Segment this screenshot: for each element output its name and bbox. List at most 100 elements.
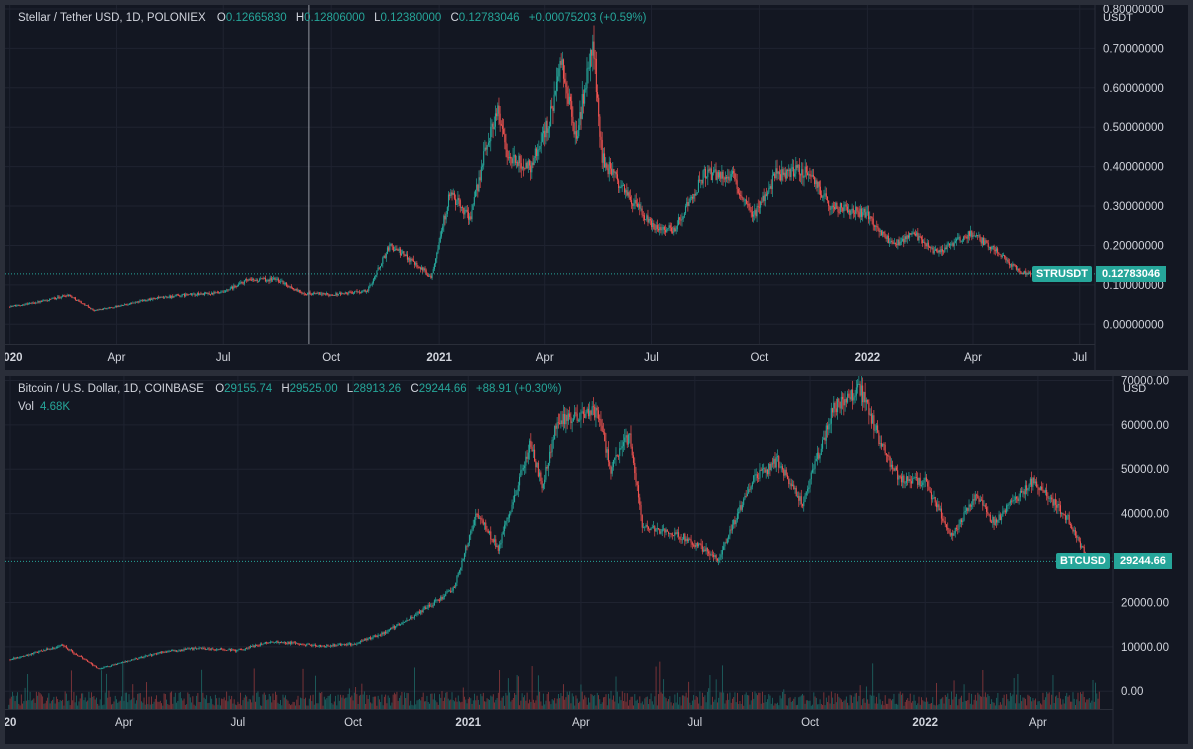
xlm-candle-body-33 bbox=[47, 300, 49, 302]
btc-candle-body-292 bbox=[375, 635, 377, 637]
xlm-candle-body-505 bbox=[601, 139, 603, 163]
btc-volume-bar-58 bbox=[80, 693, 82, 709]
btc-candle-body-795 bbox=[1004, 510, 1006, 513]
btc-volume-bar-695 bbox=[878, 693, 880, 709]
xlm-candle-body-342 bbox=[410, 258, 412, 262]
btc-volume-bar-352 bbox=[449, 700, 450, 709]
xlm-candle-body-348 bbox=[417, 266, 419, 268]
btc-volume-bar-57 bbox=[79, 698, 81, 709]
xlm-candle-body-210 bbox=[255, 279, 257, 281]
xlm-candle-body-608 bbox=[722, 171, 724, 179]
btc-volume-bar-641 bbox=[810, 705, 812, 709]
xlm-candle-body-812 bbox=[961, 240, 963, 242]
btc-volume-bar-222 bbox=[286, 699, 288, 709]
btc-candle-body-603 bbox=[764, 468, 766, 473]
xlm-candle-body-692 bbox=[821, 194, 823, 198]
xlm-change-value: +0.00075203 (+0.59%) bbox=[528, 12, 647, 24]
xlm-candle-body-34 bbox=[49, 298, 51, 301]
xlm-candle-body-383 bbox=[458, 198, 460, 201]
btc-candle-body-118 bbox=[157, 653, 159, 655]
btc-candle-body-697 bbox=[882, 444, 884, 447]
xlm-candle-body-563 bbox=[669, 225, 671, 228]
btc-volume-bar-631 bbox=[798, 697, 800, 709]
btc-candle-body-479 bbox=[609, 461, 611, 466]
btc-candle-body-698 bbox=[883, 444, 885, 445]
btc-candle-body-353 bbox=[451, 590, 453, 593]
btc-candle-body-825 bbox=[1042, 489, 1044, 492]
btc-volume-bar-441 bbox=[560, 693, 562, 709]
btc-candle-body-34 bbox=[52, 647, 54, 649]
btc-candle-body-103 bbox=[138, 657, 140, 659]
btc-volume-bar-105 bbox=[139, 693, 141, 709]
btc-candle-body-445 bbox=[566, 414, 568, 421]
btc-volume-bar-853 bbox=[1076, 699, 1078, 709]
btc-volume-bar-214 bbox=[276, 694, 278, 709]
xlm-chart-svg[interactable]: 0.800000000.700000000.600000000.50000000… bbox=[5, 5, 1188, 370]
btc-candle-body-606 bbox=[768, 463, 770, 475]
xlm-candle-body-192 bbox=[234, 285, 236, 287]
btc-candle-body-188 bbox=[244, 648, 246, 650]
xlm-candle-body-770 bbox=[912, 232, 914, 234]
xlm-candle-body-560 bbox=[666, 229, 668, 233]
btc-candle-body-149 bbox=[196, 648, 198, 650]
btc-volume-bar-339 bbox=[432, 699, 434, 709]
xlm-candle-body-4 bbox=[13, 305, 15, 306]
xlm-candle-body-831 bbox=[984, 240, 986, 246]
btc-candle-body-487 bbox=[619, 448, 621, 456]
xlm-candle-body-68 bbox=[88, 307, 91, 308]
btc-candle-body-833 bbox=[1052, 499, 1054, 506]
btc-candle-body-741 bbox=[937, 504, 939, 508]
xlm-candle-body-455 bbox=[542, 130, 545, 134]
btc-y-tick-label-2: 50000.00 bbox=[1121, 464, 1169, 476]
xlm-candle-body-422 bbox=[504, 134, 506, 143]
btc-candle-body-690 bbox=[873, 415, 875, 431]
btc-candle-body-689 bbox=[872, 415, 874, 424]
btc-chart-svg[interactable]: 70000.0060000.0050000.0040000.0030000.00… bbox=[5, 376, 1188, 744]
btc-volume-bar-126 bbox=[166, 699, 168, 709]
btc-volume-bar-320 bbox=[408, 705, 410, 709]
btc-candle-body-143 bbox=[188, 648, 190, 650]
btc-volume-bar-549 bbox=[695, 696, 697, 709]
btc-volume-bar-612 bbox=[774, 703, 776, 709]
xlm-candle-body-370 bbox=[443, 215, 445, 227]
xlm-candle-body-850 bbox=[1006, 259, 1008, 261]
btc-volume-bar-832 bbox=[1050, 704, 1051, 709]
btc-candle-body-640 bbox=[810, 472, 812, 480]
btc-candle-body-320 bbox=[410, 616, 412, 620]
xlm-candle-body-280 bbox=[337, 293, 339, 296]
xlm-candle-body-151 bbox=[186, 294, 188, 296]
btc-candle-body-562 bbox=[713, 554, 715, 557]
xlm-candle-body-669 bbox=[794, 173, 796, 177]
xlm-candle-body-75 bbox=[97, 309, 99, 311]
btc-volume-bar-349 bbox=[445, 692, 447, 709]
btc-volume-bar-241 bbox=[310, 695, 311, 709]
btc-candle-body-452 bbox=[575, 412, 577, 414]
btc-volume-bar-758 bbox=[957, 705, 959, 709]
btc-candle-body-461 bbox=[586, 408, 588, 413]
btc-volume-bar-484 bbox=[614, 701, 616, 709]
btc-volume-bar-250 bbox=[321, 692, 323, 709]
xlm-candle-body-534 bbox=[635, 199, 637, 204]
btc-candle-body-43 bbox=[63, 645, 65, 647]
btc-candle-body-293 bbox=[376, 635, 378, 638]
btc-volume-bar-552 bbox=[699, 691, 701, 709]
btc-volume-bar-775 bbox=[978, 694, 980, 709]
btc-candle-body-675 bbox=[854, 395, 856, 398]
btc-candle-body-488 bbox=[620, 448, 622, 449]
xlm-candle-body-526 bbox=[626, 190, 628, 196]
btc-candle-body-322 bbox=[412, 617, 414, 619]
xlm-candle-body-32 bbox=[46, 300, 48, 302]
xlm-candle-body-609 bbox=[723, 178, 725, 180]
btc-candle-body-609 bbox=[771, 463, 774, 465]
btc-candle-body-491 bbox=[624, 437, 626, 443]
btc-candle-body-384 bbox=[490, 531, 492, 540]
xlm-chart-pane[interactable]: 0.80000000 0.70000000 0.60000000 0.50000000… bbox=[5, 5, 1188, 370]
btc-volume-bar-114 bbox=[151, 696, 152, 709]
btc-volume-bar-62 bbox=[85, 701, 87, 709]
btc-candle-body-782 bbox=[988, 513, 990, 515]
btc-volume-bar-600 bbox=[759, 692, 761, 709]
btc-volume-bar-534 bbox=[676, 692, 678, 709]
btc-chart-pane[interactable]: 70000.0060000.0050000.0040000.0030000.00… bbox=[5, 376, 1188, 744]
btc-candle-body-620 bbox=[785, 469, 787, 476]
btc-candle-body-126 bbox=[167, 651, 169, 653]
